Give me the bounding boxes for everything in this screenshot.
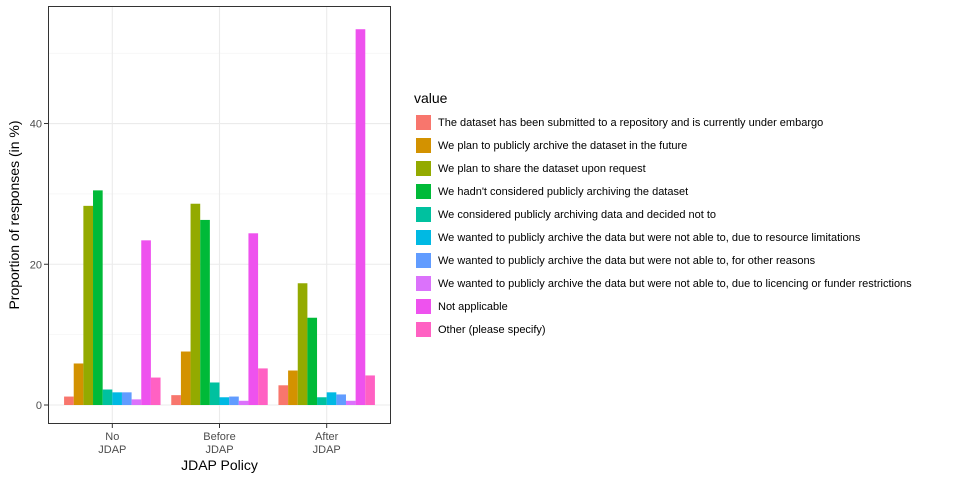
bar [180,351,191,405]
bar [150,377,161,405]
bar [93,190,103,405]
bar [345,400,356,405]
legend-label: Other (please specify) [438,323,546,336]
legend-label: We wanted to publicly archive the data b… [438,254,816,267]
x-tick-label: No [105,431,119,443]
y-tick-label: 20 [30,259,42,271]
bar [288,370,298,405]
x-axis-title: JDAP Policy [181,457,258,473]
legend-item: We wanted to publicly archive the data b… [414,249,912,272]
bar [317,397,327,405]
legend-color-key [415,252,432,269]
legend-item: We wanted to publicly archive the data b… [414,226,912,249]
legend-item: We wanted to publicly archive the data b… [414,272,912,295]
bar [355,29,366,405]
legend-color-key [415,298,432,315]
bar [121,392,132,405]
legend-label: We plan to publicly archive the dataset … [438,139,688,152]
y-tick-label: 40 [30,119,42,131]
bar [219,397,230,405]
legend-color-key [415,137,432,154]
x-tick-label: JDAP [313,444,341,456]
bar [258,368,268,405]
bar [307,317,318,405]
legend-label: The dataset has been submitted to a repo… [438,116,824,129]
bar [278,385,289,405]
legend-item: Other (please specify) [414,318,912,341]
legend-label: We wanted to publicly archive the data b… [438,231,861,244]
legend-label: We plan to share the dataset upon reques… [438,162,646,175]
legend-title: value [414,90,448,106]
legend-color-key [415,321,432,338]
bar [171,395,181,405]
legend-label: We hadn't considered publicly archiving … [438,185,689,198]
bar [131,399,142,405]
y-tick-label: 0 [36,400,42,412]
bar [141,240,151,405]
x-tick-label: JDAP [98,444,126,456]
legend-item: We hadn't considered publicly archiving … [414,180,912,203]
legend-label: Not applicable [438,300,508,313]
x-tick-label: After [315,431,339,443]
bar [336,394,346,405]
bar [297,283,308,405]
bar [64,396,74,405]
bar [83,205,94,405]
legend-label: We wanted to publicly archive the data b… [438,277,912,290]
legend-item: Not applicable [414,295,912,318]
bar [229,396,239,405]
legend-color-key [415,183,432,200]
legend-item: We considered publicly archiving data an… [414,203,912,226]
legend-color-key [415,229,432,246]
legend-color-key [415,160,432,177]
bar [190,203,201,405]
plot-border [48,6,391,424]
bar [248,233,259,405]
bars [64,29,375,405]
bar [365,375,375,405]
bar [326,392,337,405]
legend-items: The dataset has been submitted to a repo… [414,111,912,341]
bar [238,400,249,405]
legend-color-key [415,206,432,223]
x-tick-label: Before [203,431,235,443]
legend-color-key [415,275,432,292]
legend-item: The dataset has been submitted to a repo… [414,111,912,134]
bar [73,363,84,405]
bar [200,219,210,405]
bar [209,382,220,405]
bar [102,389,113,405]
y-axis-title: Proportion of responses (in %) [6,120,22,309]
bar [112,392,122,405]
x-tick-label: JDAP [205,444,233,456]
legend: value The dataset has been submitted to … [414,90,912,341]
legend-color-key [415,114,432,131]
legend-label: We considered publicly archiving data an… [438,208,717,221]
legend-item: We plan to publicly archive the dataset … [414,134,912,157]
legend-item: We plan to share the dataset upon reques… [414,157,912,180]
